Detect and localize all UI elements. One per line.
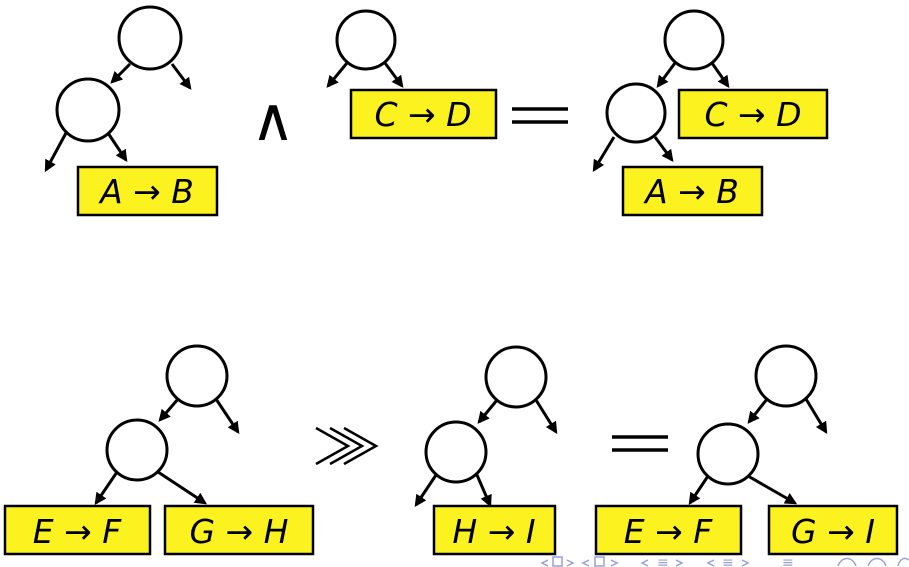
nav-right-arrow-icon[interactable] (566, 559, 575, 567)
nav-left-arrow-icon[interactable] (640, 559, 649, 567)
leaf-label: E → F (624, 512, 713, 551)
leaf-box: G → H (163, 504, 315, 556)
tree-edge (747, 398, 769, 424)
tree-node (484, 345, 548, 409)
conjunction-left-tree: A → B (44, 5, 219, 217)
leaf-box: G → I (767, 504, 899, 556)
tree-edge (383, 62, 404, 88)
conjunction-right-tree: C → D (326, 9, 498, 140)
leaf-box: C → D (349, 88, 498, 140)
tree-edge (710, 62, 730, 88)
nav-left-arrow-icon[interactable] (540, 559, 549, 567)
tree-node (696, 422, 760, 486)
tree-node (605, 82, 667, 144)
leaf-label: H → I (452, 512, 535, 551)
leaf-label: G → I (791, 512, 875, 551)
tree-edge (477, 399, 499, 424)
tree-edge (158, 398, 180, 422)
tree-edge (110, 62, 132, 84)
leaf-label: C → D (374, 95, 471, 134)
conjunction-result-tree: C → D A → B (592, 9, 829, 217)
equals-sign (512, 107, 568, 124)
tree-edge (688, 475, 710, 505)
tree-edge (656, 62, 677, 88)
tree-node (117, 5, 183, 71)
and-operator: ∧ (251, 85, 295, 155)
composition-result-tree: E → F G → I (594, 344, 899, 556)
leaf-label: A → B (98, 172, 194, 211)
nav-back-icon[interactable] (837, 557, 857, 567)
tree-edge (592, 136, 616, 173)
tree-node (663, 9, 725, 71)
tree-edge (475, 474, 492, 508)
nav-left-arrow-icon[interactable] (706, 559, 715, 567)
tree-edge (804, 398, 828, 435)
tree-edge (157, 470, 208, 505)
tree-edge (534, 399, 558, 435)
nav-frame-icon[interactable] (552, 556, 563, 567)
tree-edge (170, 63, 192, 90)
tree-edge (326, 62, 349, 88)
tree-edge (44, 132, 68, 173)
leaf-box: E → F (3, 504, 152, 556)
nav-forward-icon[interactable] (867, 557, 887, 567)
leaf-label: A → B (643, 172, 739, 211)
tree-edge (747, 474, 798, 505)
nav-left-arrow-icon[interactable] (581, 559, 590, 567)
leaf-box: A → B (621, 165, 764, 217)
compose-operator: ⋙ (297, 405, 382, 475)
tree-edge (414, 474, 438, 507)
leaf-label: G → H (189, 512, 288, 551)
nav-search-icon[interactable]: ≡ (782, 555, 794, 567)
tree-node (754, 344, 818, 408)
nav-right-arrow-icon[interactable] (610, 559, 619, 567)
leaf-box: C → D (677, 88, 829, 140)
tree-node (165, 344, 229, 408)
equals-sign (612, 435, 668, 452)
tree-edge (653, 136, 674, 162)
tree-edge (106, 132, 128, 162)
nav-right-arrow-icon[interactable] (675, 559, 684, 567)
leaf-label: C → D (704, 95, 801, 134)
nav-right-arrow-icon[interactable] (741, 559, 750, 567)
leaf-box: E → F (594, 504, 743, 556)
nav-section-icon[interactable]: ≡ (657, 555, 669, 567)
composition-right-tree: H → I (414, 345, 558, 556)
nav-zoom-icon[interactable] (897, 557, 909, 567)
tree-edge (94, 471, 119, 505)
leaf-label: E → F (33, 512, 122, 551)
tree-node (424, 420, 488, 484)
tree-edge (214, 398, 240, 434)
nav-document-icon[interactable]: ≡ (722, 555, 734, 567)
leaf-box: A → B (76, 165, 219, 217)
tree-node (335, 9, 397, 71)
leaf-box: H → I (432, 504, 557, 556)
tree-node (55, 77, 121, 143)
tree-node (105, 418, 169, 482)
beamer-navigation-bar[interactable]: ≡ ≡ ≡ (540, 555, 909, 567)
composition-left-tree: E → F G → H (3, 344, 315, 556)
nav-subsection-icon[interactable] (594, 556, 605, 567)
svg-text:⋙: ⋙ (297, 405, 382, 475)
